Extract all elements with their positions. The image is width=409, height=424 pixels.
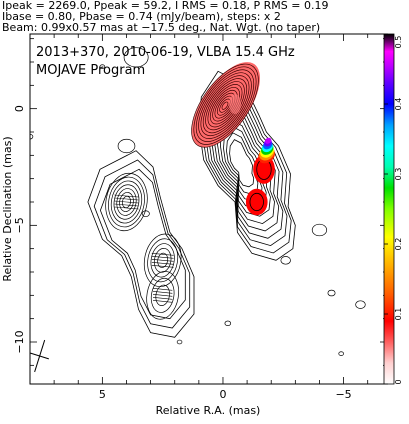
polarization-vector <box>152 300 173 303</box>
east-blob-1-contour <box>108 176 145 228</box>
polarization-vector <box>152 297 173 300</box>
x-tick-label: −5 <box>335 388 351 401</box>
core-polarization <box>229 94 242 114</box>
polarization-vector <box>114 200 139 204</box>
colorbar-tick-label: 0.3 <box>394 168 403 181</box>
colorbar-tick-label: 0.2 <box>394 238 403 251</box>
colorbar-tick-label: 0.5 <box>394 36 403 49</box>
core-contour <box>202 78 248 134</box>
jet-contour <box>213 104 275 225</box>
east-contour <box>93 159 191 329</box>
east-blob-2-contour <box>143 233 182 288</box>
noise-contour <box>123 47 149 68</box>
east-contour <box>87 150 195 338</box>
jet-knot-2-fill <box>245 188 268 216</box>
jet-knot-2-contour <box>249 192 264 212</box>
core-fill <box>191 62 260 148</box>
polarization-vector <box>114 203 139 207</box>
polarization-vector <box>151 253 174 256</box>
east-blob-2-contour <box>157 252 169 268</box>
east-blob-3-contour <box>146 271 180 320</box>
polarization-vector <box>151 265 174 268</box>
header-line-3: Beam: 0.99x0.57 mas at −17.5 deg., Nat. … <box>2 21 321 34</box>
noise-contour <box>355 300 366 309</box>
noise-contour <box>311 223 328 237</box>
polarization-vector <box>152 291 173 294</box>
polarization-vector <box>114 197 139 201</box>
noise-contour <box>117 138 136 154</box>
header-line-2: Ibase = 0.80, Pbase = 0.74 (mJy/beam), s… <box>2 10 281 23</box>
east-blob-1-contour <box>119 192 134 212</box>
polarization-vector <box>151 256 174 259</box>
jet-contour <box>229 139 255 188</box>
noise-contour <box>99 64 106 69</box>
y-tick-label: −10 <box>13 330 26 353</box>
y-axis-label: Relative Declination (mas) <box>1 136 14 281</box>
beam-cross <box>30 339 49 373</box>
polarization-vector <box>152 294 173 297</box>
core-contour <box>198 72 252 139</box>
x-tick-label: 0 <box>219 388 226 401</box>
jet-contour <box>198 70 296 261</box>
noise-contour <box>224 320 232 326</box>
east-blob-2-contour <box>150 243 175 278</box>
east-blob-1-contour <box>116 188 137 216</box>
polarization-vector <box>114 206 139 210</box>
colorbar-ticks: 0 0.1 0.2 0.3 0.4 0.5 <box>384 33 403 385</box>
colorbar-tick-label: 0.4 <box>394 98 403 111</box>
core-contour <box>221 101 229 110</box>
polarization-patch <box>264 137 272 144</box>
east-blob-1-contour <box>113 184 140 220</box>
x-axis-label: Relative R.A. (mas) <box>156 404 261 417</box>
east-blob-1-contour <box>105 172 148 232</box>
colorbar-tick-label: 0 <box>394 379 403 384</box>
jet-contour <box>207 91 284 239</box>
east-contour <box>99 168 186 320</box>
y-tick-label: −5 <box>13 217 26 233</box>
chart-title: 2013+370, 2010-06-19, VLBA 15.4 GHz <box>36 45 295 60</box>
colorbar-tick-label: 0.1 <box>394 308 403 321</box>
noise-contour <box>338 351 344 356</box>
east-blob-3-contour <box>150 277 175 313</box>
jet-contour <box>210 98 280 232</box>
jet-contour <box>201 77 292 254</box>
beam-minor-axis <box>30 352 49 360</box>
core-contour <box>193 66 257 145</box>
core-contour <box>200 75 250 136</box>
polarization-vector <box>152 288 173 291</box>
jet-contour <box>204 84 288 247</box>
colorbar <box>383 33 395 385</box>
noise-contour <box>176 339 183 345</box>
x-tick-label: 5 <box>99 388 106 401</box>
core-contour <box>219 98 231 113</box>
east-blob-3-contour <box>155 284 170 306</box>
noise-contour <box>327 289 336 297</box>
core-contour <box>195 69 255 142</box>
jet-contour <box>216 111 271 217</box>
noise-contour <box>280 256 291 265</box>
core-contour <box>191 63 259 148</box>
polarization-vector <box>114 194 139 198</box>
axis-ticks: 5 0 −5 0 −5 −10 <box>13 34 387 401</box>
y-tick-label: 0 <box>13 105 26 112</box>
east-blob-1-contour <box>110 180 143 224</box>
polarization-vector <box>151 262 174 265</box>
plot-area <box>30 47 366 373</box>
east-blob-2-contour <box>147 238 179 283</box>
chart-subtitle: MOJAVE Program <box>36 63 145 78</box>
polarization-vector <box>151 259 174 262</box>
noise-contour <box>141 210 150 217</box>
header-line-1: Ipeak = 2269.0, Ppeak = 59.2, I RMS = 0.… <box>2 0 329 12</box>
